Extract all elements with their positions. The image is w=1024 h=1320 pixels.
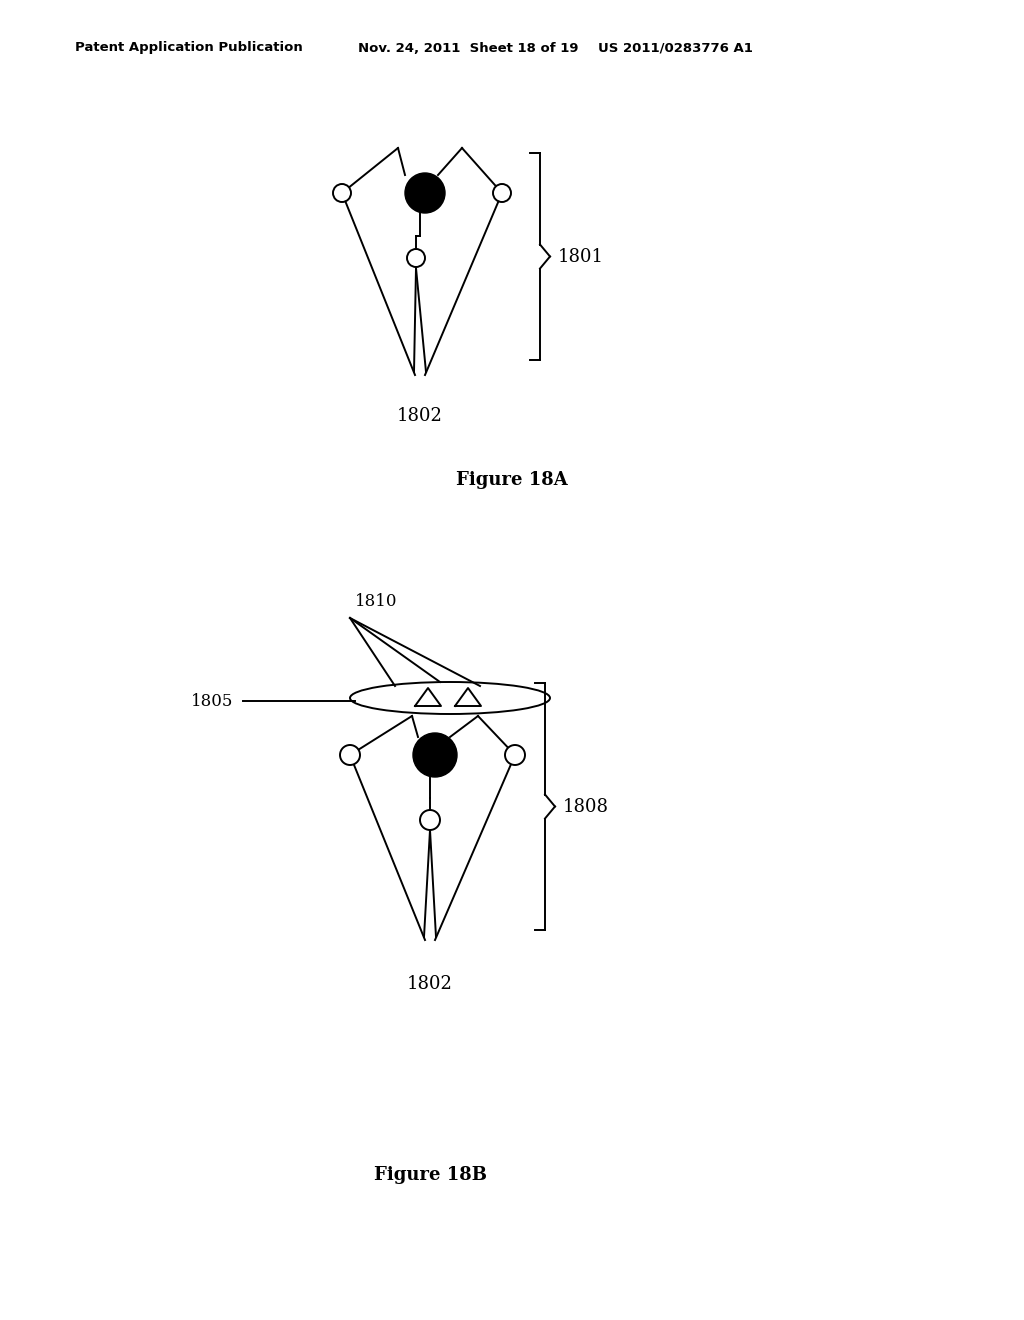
Text: 1805: 1805 <box>190 693 233 710</box>
Text: Nov. 24, 2011  Sheet 18 of 19: Nov. 24, 2011 Sheet 18 of 19 <box>358 41 579 54</box>
Circle shape <box>505 744 525 766</box>
Circle shape <box>413 733 457 777</box>
Text: Figure 18A: Figure 18A <box>456 471 568 488</box>
Text: 1802: 1802 <box>397 407 443 425</box>
Circle shape <box>407 249 425 267</box>
Text: 1802: 1802 <box>408 975 453 993</box>
Text: US 2011/0283776 A1: US 2011/0283776 A1 <box>598 41 753 54</box>
Circle shape <box>406 173 445 213</box>
Text: 1808: 1808 <box>563 797 609 816</box>
Text: Patent Application Publication: Patent Application Publication <box>75 41 303 54</box>
Circle shape <box>493 183 511 202</box>
Circle shape <box>333 183 351 202</box>
Circle shape <box>340 744 360 766</box>
Text: Figure 18B: Figure 18B <box>374 1166 486 1184</box>
Text: 1801: 1801 <box>558 248 604 265</box>
Text: 1810: 1810 <box>355 593 397 610</box>
Circle shape <box>420 810 440 830</box>
